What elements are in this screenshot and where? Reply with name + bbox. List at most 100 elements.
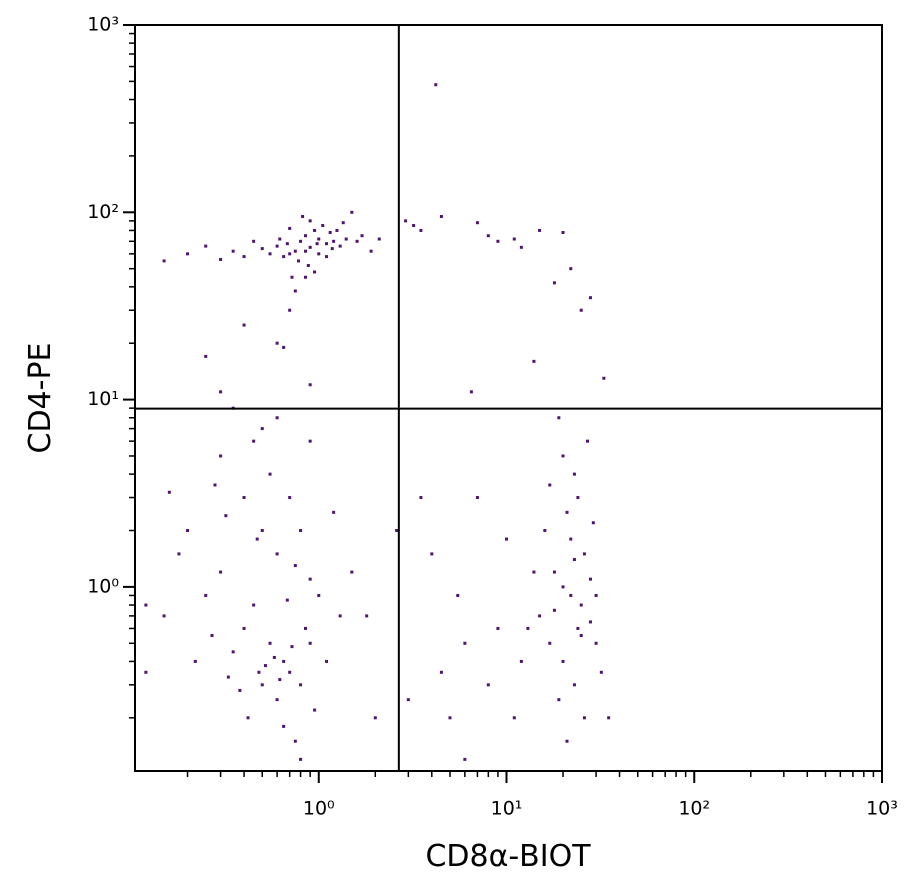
event-dot [275, 341, 279, 345]
event-dot [268, 252, 272, 256]
event-dot [288, 252, 292, 256]
event-dot [293, 564, 297, 568]
event-dot [344, 237, 348, 241]
event-dot [257, 670, 261, 674]
event-dot [602, 376, 606, 380]
event-dot [325, 255, 329, 259]
plot-frame [134, 24, 883, 772]
event-dot [301, 214, 305, 218]
event-dot [288, 670, 292, 674]
event-dot [588, 577, 592, 581]
event-dot [313, 228, 317, 232]
event-dot [469, 390, 473, 394]
event-dot [599, 670, 603, 674]
event-dot [572, 472, 576, 476]
event-dot [304, 234, 308, 238]
event-dot [299, 757, 303, 761]
event-dot [496, 626, 500, 630]
event-dot [496, 239, 500, 243]
event-dot [293, 289, 297, 293]
event-dot [321, 224, 325, 228]
event-dot [412, 224, 416, 228]
event-dot [365, 614, 369, 618]
event-dot [335, 228, 339, 232]
event-dot [204, 354, 208, 358]
event-dot [594, 593, 598, 597]
event-dot [260, 427, 264, 431]
event-dot [213, 483, 217, 487]
event-dot [538, 614, 542, 618]
event-dot [419, 496, 423, 500]
event-dot [242, 255, 246, 259]
event-dot [569, 267, 573, 271]
event-dot [308, 245, 312, 249]
event-dot [193, 659, 197, 663]
event-dot [456, 593, 460, 597]
event-dot [226, 675, 230, 679]
event-dot [255, 537, 259, 541]
event-dot [313, 270, 317, 274]
event-dot [406, 698, 410, 702]
event-dot [285, 598, 289, 602]
event-dot [278, 678, 282, 682]
x-axis-label: CD8α-BIOT [425, 839, 591, 874]
event-dot [448, 716, 452, 720]
event-dot [275, 698, 279, 702]
event-dot [317, 593, 321, 597]
x-tick-label: 10⁰ [303, 798, 335, 820]
event-dot [552, 570, 556, 574]
event-dot [557, 698, 561, 702]
event-dot [219, 570, 223, 574]
event-dot [434, 83, 438, 87]
event-dot [219, 454, 223, 458]
event-dot [572, 558, 576, 562]
event-dot [561, 585, 565, 589]
event-dot [204, 244, 208, 248]
event-dot [475, 221, 479, 225]
event-dot [252, 603, 256, 607]
event-dot [219, 390, 223, 394]
event-dot [325, 659, 329, 663]
event-dot [204, 593, 208, 597]
event-dot [308, 439, 312, 443]
event-dot [463, 641, 467, 645]
event-dot [475, 496, 479, 500]
event-dot [419, 228, 423, 232]
y-tick-label: 10⁰ [87, 575, 119, 597]
event-dot [582, 552, 586, 556]
event-dot [561, 454, 565, 458]
event-dot [186, 252, 190, 256]
y-tick-label: 10³ [87, 14, 119, 36]
event-dot [569, 593, 573, 597]
event-dot [288, 226, 292, 230]
event-dot [238, 688, 242, 692]
event-dot [373, 716, 377, 720]
event-dot [439, 214, 443, 218]
event-dot [308, 577, 312, 581]
event-dot [304, 626, 308, 630]
event-dot [355, 239, 359, 243]
event-dot [557, 416, 561, 420]
event-dot [317, 237, 321, 241]
event-dot [350, 210, 354, 214]
event-dot [299, 683, 303, 687]
y-axis-label: CD4-PE [23, 342, 58, 453]
event-dot [328, 231, 332, 235]
event-dot [486, 234, 490, 238]
event-dot [293, 249, 297, 253]
event-dot [278, 237, 282, 241]
event-dot [304, 275, 308, 279]
event-dot [285, 242, 289, 246]
event-dot [242, 323, 246, 327]
event-dot [350, 570, 354, 574]
event-dot [538, 228, 542, 232]
event-dot [290, 275, 294, 279]
event-dot [167, 490, 171, 494]
event-dot [486, 683, 490, 687]
x-tick-label: 10³ [866, 798, 898, 820]
event-dot [242, 496, 246, 500]
x-tick-label: 10² [678, 798, 710, 820]
event-dot [332, 510, 336, 514]
event-dot [263, 664, 267, 668]
event-dot [594, 641, 598, 645]
